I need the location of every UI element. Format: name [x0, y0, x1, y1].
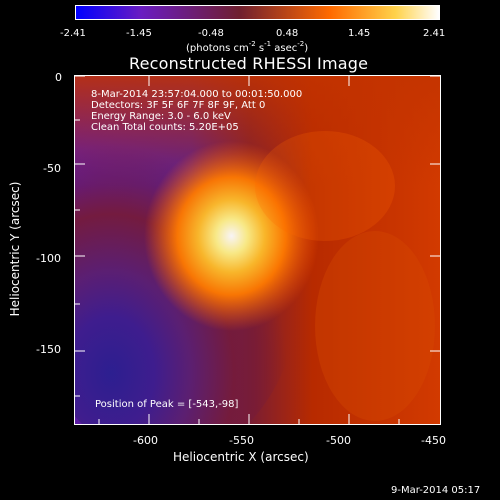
- colorbar-tick-label: -1.45: [126, 28, 152, 39]
- x-tick-label: -600: [133, 434, 158, 447]
- colorbar-units-exponent: -1: [264, 40, 272, 48]
- colorbar-units: (photons cm-2 s-1 asec-2): [186, 40, 308, 54]
- colorbar-tick-label: 1.45: [348, 28, 371, 39]
- colorbar-units-exponent: -2: [297, 40, 305, 48]
- detectors: Detectors: 3F 5F 6F 7F 8F 9F, Att 0: [91, 100, 266, 111]
- colorbar-tick-label: -0.48: [198, 28, 224, 39]
- y-axis-label: Heliocentric Y (arcsec): [8, 181, 22, 317]
- rhessi-heatmap: [75, 76, 440, 424]
- y-tick-label: 0: [55, 71, 62, 84]
- x-tick-label: -450: [421, 434, 446, 447]
- plot-title: Reconstructed RHESSI Image: [129, 54, 369, 73]
- x-axis-label: Heliocentric X (arcsec): [173, 450, 309, 464]
- colorbar-tick-label: 0.48: [276, 28, 299, 39]
- clean-total-counts: Clean Total counts: 5.20E+05: [91, 122, 239, 133]
- generation-timestamp: 9-Mar-2014 05:17: [391, 485, 481, 496]
- y-tick-label: -100: [36, 252, 61, 265]
- energy-range: Energy Range: 3.0 - 6.0 keV: [91, 111, 231, 122]
- peak-position: Position of Peak = [-543,-98]: [95, 399, 239, 410]
- colorbar-units-suffix: ): [304, 43, 309, 54]
- x-tick-label: -500: [326, 434, 351, 447]
- colorbar-units-prefix: (photons cm: [186, 43, 249, 54]
- colorbar-units-asec: asec: [271, 43, 298, 54]
- colorbar-units-seconds: s: [255, 43, 265, 54]
- plot-ticks: [75, 76, 440, 424]
- colorbar-units-exponent: -2: [248, 40, 256, 48]
- x-tick-label: -550: [229, 434, 254, 447]
- observation-time: 8-Mar-2014 23:57:04.000 to 00:01:50.000: [91, 89, 303, 100]
- colorbar: [75, 5, 440, 20]
- y-tick-label: -150: [36, 343, 61, 356]
- y-tick-label: -50: [43, 162, 61, 175]
- colorbar-tick-label: -2.41: [60, 28, 86, 39]
- rhessi-image-frame: 8-Mar-2014 23:57:04.000 to 00:01:50.000 …: [74, 75, 441, 425]
- colorbar-tick-label: 2.41: [423, 28, 446, 39]
